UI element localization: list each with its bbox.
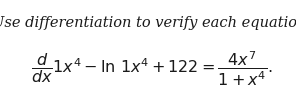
Text: $\dfrac{d}{dx}1x^4 - \ln\,1x^4 + 122 = \dfrac{4x^7}{1 + x^4}.$: $\dfrac{d}{dx}1x^4 - \ln\,1x^4 + 122 = \… [31,50,273,88]
Text: Use differentiation to verify each equation.: Use differentiation to verify each equat… [0,16,296,30]
